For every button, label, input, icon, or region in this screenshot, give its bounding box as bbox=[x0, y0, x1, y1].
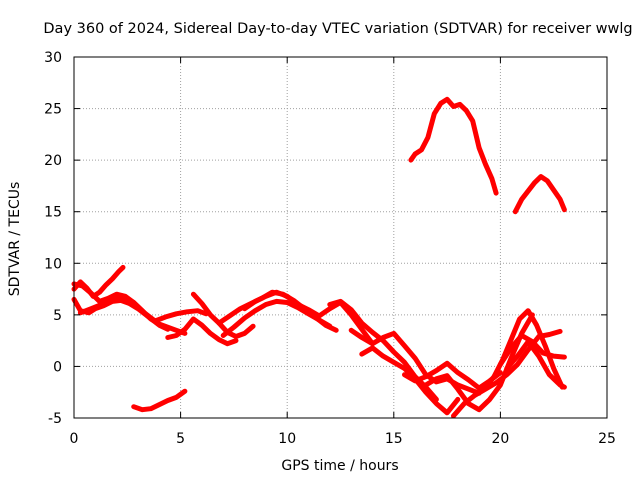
series-line-sat-m bbox=[359, 345, 461, 416]
y-axis-label: SDTVAR / TECUs bbox=[7, 182, 23, 297]
y-tick-label: -5 bbox=[48, 411, 62, 427]
series-line-sat-u bbox=[512, 174, 567, 215]
series-line-sat-o bbox=[423, 312, 535, 413]
y-tick-label: 20 bbox=[44, 153, 62, 169]
y-tick-label: 30 bbox=[44, 50, 62, 66]
tick-labels: 0 5 10 15 20 25 -5 0 5 10 15 20 25 30 bbox=[44, 50, 616, 447]
plot-frame bbox=[73, 56, 608, 419]
series-line-sat-e bbox=[131, 388, 188, 413]
y-tick-label: 5 bbox=[53, 308, 62, 324]
x-axis-label: GPS time / hours bbox=[281, 458, 398, 474]
series-line-sat-s bbox=[504, 339, 567, 390]
x-tick-label: 25 bbox=[598, 431, 616, 447]
series-group bbox=[71, 96, 567, 419]
y-tick-label: 10 bbox=[44, 256, 62, 272]
x-tick-label: 5 bbox=[176, 431, 185, 447]
series-line-sat-d bbox=[77, 293, 209, 324]
chart-title: Day 360 of 2024, Sidereal Day-to-day VTE… bbox=[43, 21, 632, 37]
x-tick-label: 15 bbox=[385, 431, 403, 447]
x-tick-label: 20 bbox=[491, 431, 509, 447]
series-line-sat-b bbox=[71, 296, 171, 332]
series-line-sat-l bbox=[348, 327, 482, 396]
grid-lines bbox=[74, 57, 607, 418]
series-line-sat-f bbox=[165, 316, 239, 347]
series-line-sat-r bbox=[497, 333, 567, 367]
y-tick-label: 15 bbox=[44, 205, 62, 221]
y-tick-label: 0 bbox=[53, 359, 62, 375]
x-tick-label: 10 bbox=[278, 431, 296, 447]
y-tick-label: 25 bbox=[44, 102, 62, 118]
series-line-sat-j bbox=[242, 289, 375, 347]
x-tick-label: 0 bbox=[70, 431, 79, 447]
series-line-sat-t bbox=[408, 96, 499, 196]
axes bbox=[73, 56, 608, 419]
series-line-sat-g bbox=[190, 291, 256, 339]
